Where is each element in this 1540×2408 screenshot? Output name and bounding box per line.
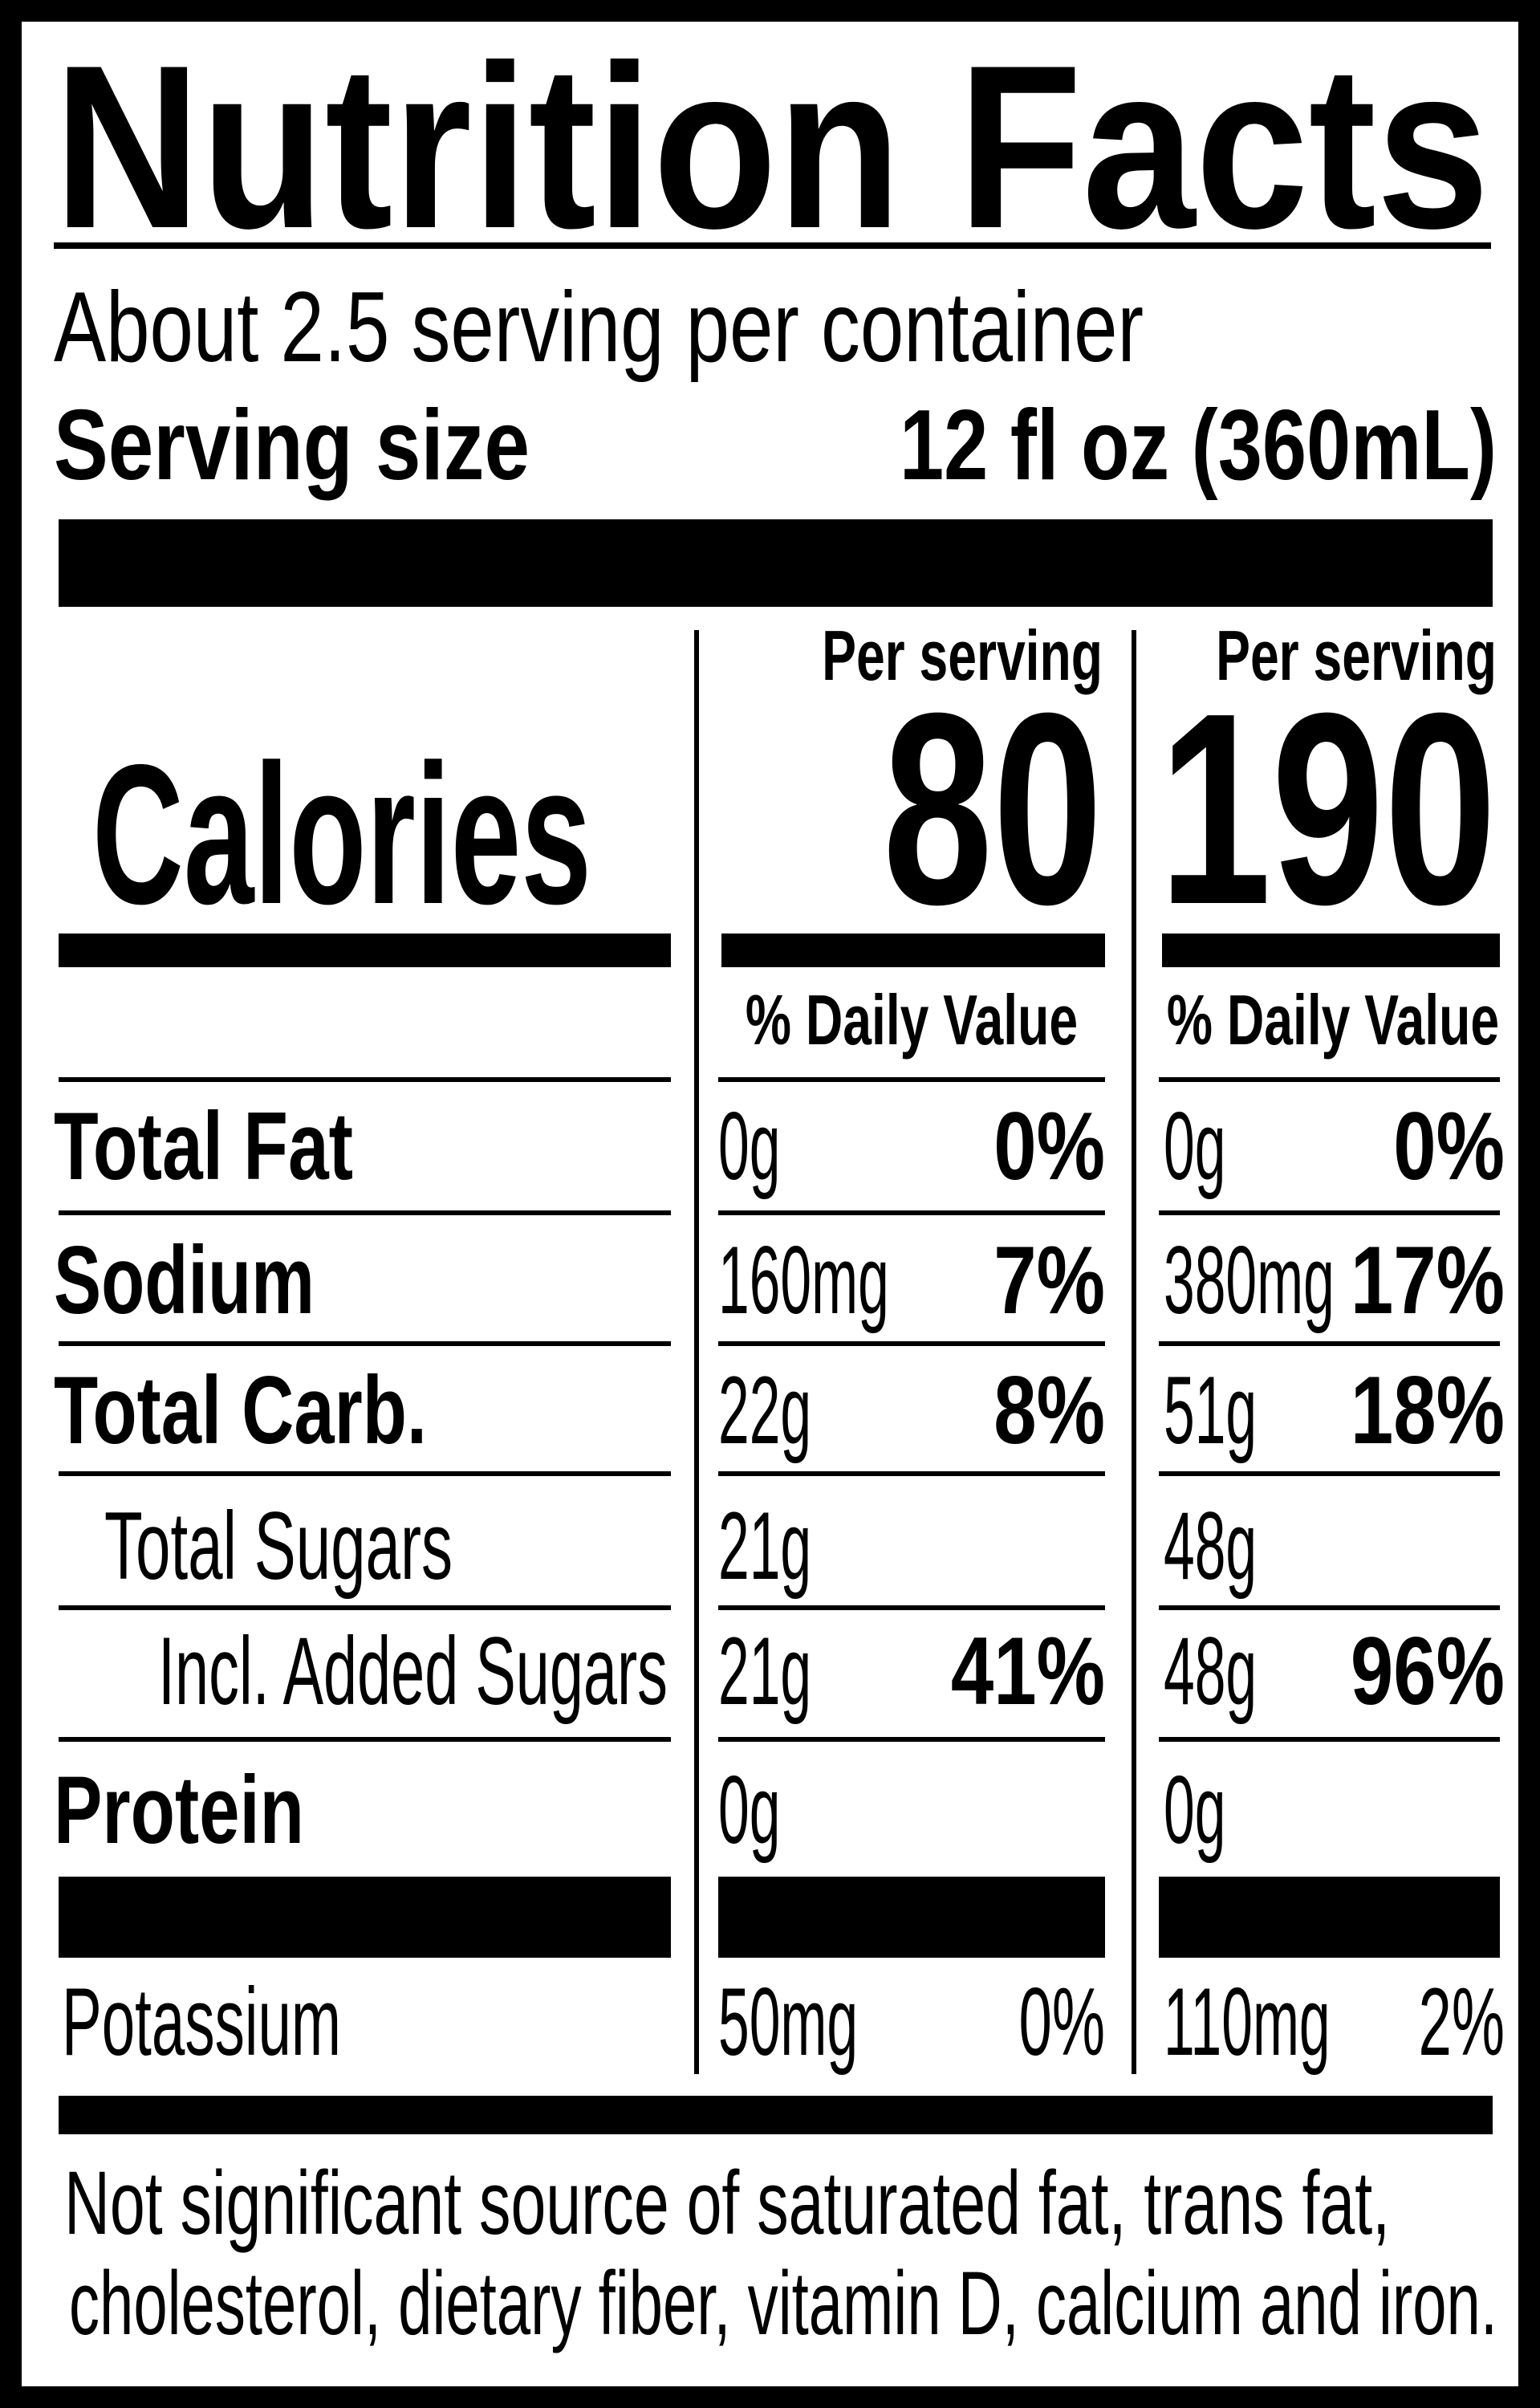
- row-rule: [718, 1471, 1105, 1476]
- per-serving-heading: Per serving: [822, 616, 1103, 695]
- nutrient-daily-value: 18%: [1351, 1357, 1505, 1465]
- nutrient-amount: 48g: [1164, 1617, 1257, 1725]
- nutrient-amount: 0g: [1164, 1755, 1225, 1864]
- thick-bar: [1159, 1877, 1500, 1958]
- nutrient-daily-value: 8%: [993, 1357, 1105, 1465]
- nutrient-name: Potassium: [62, 1968, 341, 2076]
- nutrient-amount: 160mg: [718, 1226, 889, 1334]
- footnote: Not significant source of saturated fat,…: [64, 2153, 1390, 2253]
- thick-bar: [721, 934, 1105, 967]
- row-rule: [718, 1605, 1105, 1610]
- nutrient-amount: 0g: [718, 1755, 780, 1864]
- label-background: [22, 22, 1518, 2386]
- nutrient-daily-value: 41%: [951, 1618, 1105, 1726]
- serving-size-label: Serving size: [54, 390, 530, 501]
- nutrient-daily-value: 2%: [1418, 1969, 1505, 2076]
- title: Nutrition Facts: [54, 17, 1489, 277]
- servings-per-container: About 2.5 serving per container: [54, 272, 1144, 383]
- row-rule: [59, 1210, 671, 1215]
- daily-value-heading: % Daily Value: [1167, 981, 1499, 1060]
- nutrient-daily-value: 0%: [1018, 1969, 1105, 2076]
- thick-bar: [59, 519, 1493, 607]
- nutrient-amount: 51g: [1164, 1356, 1257, 1464]
- nutrient-amount: 110mg: [1164, 1967, 1331, 2076]
- column-divider: [694, 630, 699, 2074]
- row-rule: [1159, 1471, 1500, 1476]
- calories-value: 190: [1159, 657, 1497, 962]
- calories-value: 80: [883, 657, 1103, 962]
- nutrient-name: Total Fat: [54, 1092, 353, 1200]
- nutrient-daily-value: 0%: [993, 1093, 1105, 1201]
- thick-bar: [59, 2096, 1493, 2134]
- nutrient-daily-value: 96%: [1351, 1618, 1505, 1726]
- nutrient-amount: 21g: [718, 1491, 811, 1600]
- rule: [54, 242, 1491, 249]
- thick-bar: [59, 1877, 671, 1958]
- row-rule: [1159, 1077, 1500, 1082]
- row-rule: [718, 1210, 1105, 1215]
- row-rule: [718, 1341, 1105, 1346]
- serving-size: 12 fl oz (360mL): [900, 388, 1497, 500]
- nutrient-daily-value: 17%: [1351, 1227, 1505, 1335]
- nutrient-daily-value: 7%: [993, 1227, 1105, 1335]
- thick-bar: [1162, 934, 1500, 967]
- nutrient-name: Sodium: [54, 1226, 315, 1334]
- nutrient-name: Protein: [54, 1756, 304, 1864]
- nutrient-name: Total Carb.: [54, 1357, 427, 1464]
- nutrient-amount: 50mg: [718, 1967, 858, 2076]
- column-divider: [1132, 630, 1136, 2074]
- row-rule: [1159, 1210, 1500, 1215]
- nutrient-amount: 21g: [718, 1617, 811, 1725]
- thick-bar: [718, 1877, 1105, 1958]
- footnote: cholesterol, dietary fiber, vitamin D, c…: [69, 2253, 1497, 2353]
- row-rule: [1159, 1737, 1500, 1742]
- nutrient-name: Incl. Added Sugars: [158, 1617, 668, 1725]
- calories-label: Calories: [92, 722, 591, 946]
- daily-value-heading: % Daily Value: [746, 981, 1078, 1060]
- thick-bar: [59, 934, 671, 967]
- row-rule: [59, 1471, 671, 1476]
- row-rule: [1159, 1605, 1500, 1610]
- nutrient-amount: 380mg: [1164, 1226, 1335, 1334]
- row-rule: [718, 1737, 1105, 1742]
- nutrient-amount: 48g: [1164, 1491, 1257, 1600]
- nutrient-amount: 0g: [718, 1092, 780, 1200]
- nutrient-amount: 22g: [718, 1356, 811, 1464]
- nutrient-daily-value: 0%: [1393, 1093, 1505, 1201]
- row-rule: [59, 1341, 671, 1346]
- row-rule: [1159, 1341, 1500, 1346]
- per-serving-heading: Per serving: [1216, 616, 1497, 695]
- row-rule: [59, 1737, 671, 1742]
- nutrient-name: Total Sugars: [104, 1492, 453, 1600]
- row-rule: [718, 1077, 1105, 1082]
- row-rule: [59, 1605, 671, 1610]
- row-rule: [59, 1077, 671, 1082]
- nutrient-amount: 0g: [1164, 1092, 1225, 1200]
